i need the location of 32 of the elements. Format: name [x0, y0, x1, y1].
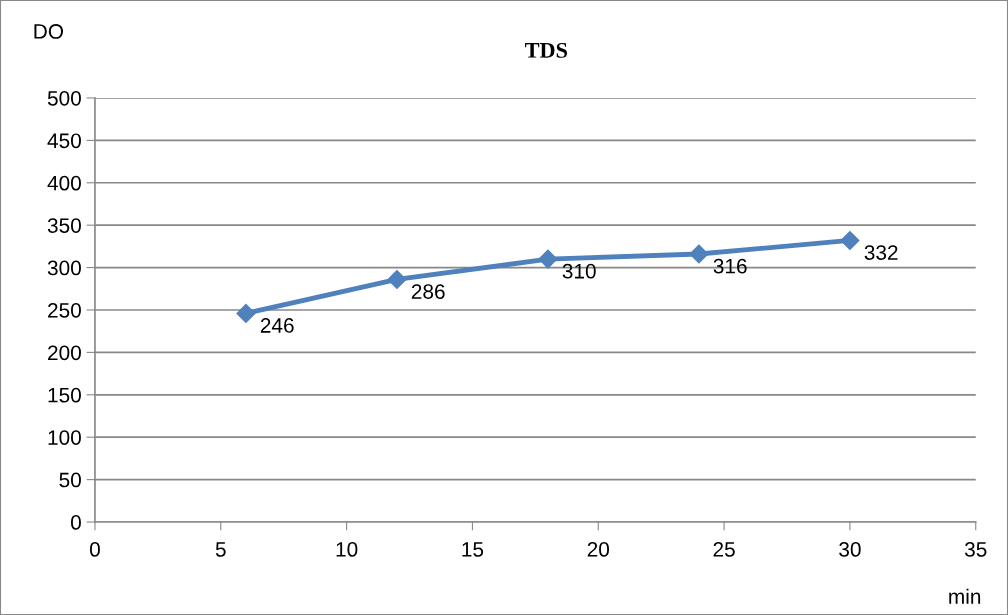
y-tick-label: 100	[48, 430, 81, 445]
point	[387, 269, 407, 289]
x-axis-title: min	[949, 588, 981, 604]
data-label: 332	[864, 245, 898, 260]
y-axis-title: DO	[34, 24, 64, 39]
x-tick-label: 25	[713, 542, 735, 557]
data-label: 316	[713, 258, 747, 274]
y-tick-label: 350	[47, 218, 81, 233]
x-tick-label: 15	[462, 542, 484, 557]
x-tick-label: 20	[587, 542, 610, 557]
x-tick-label: 0	[89, 542, 100, 557]
x-tick-label: 10	[336, 542, 358, 557]
point	[689, 244, 709, 264]
x-tick-label: 30	[839, 542, 861, 557]
x-tick-label: 35	[964, 542, 987, 557]
y-tick-label: 250	[48, 302, 81, 318]
y-tick-label: 200	[48, 345, 81, 361]
y-tick-label: 50	[59, 472, 81, 488]
y-tick-label: 450	[47, 133, 81, 149]
x-tick-label: 5	[215, 542, 226, 557]
point	[236, 303, 256, 323]
data-label: 246	[260, 318, 294, 333]
y-tick-label: 500	[47, 90, 81, 106]
chart-title: TDS	[525, 42, 568, 58]
point	[840, 230, 860, 250]
point	[538, 249, 558, 269]
y-tick-label: 0	[70, 515, 81, 530]
data-label: 310	[562, 263, 596, 279]
y-tick-label: 150	[48, 387, 81, 403]
y-tick-label: 400	[47, 175, 81, 191]
y-tick-label: 300	[47, 260, 81, 276]
data-label: 286	[411, 284, 445, 299]
